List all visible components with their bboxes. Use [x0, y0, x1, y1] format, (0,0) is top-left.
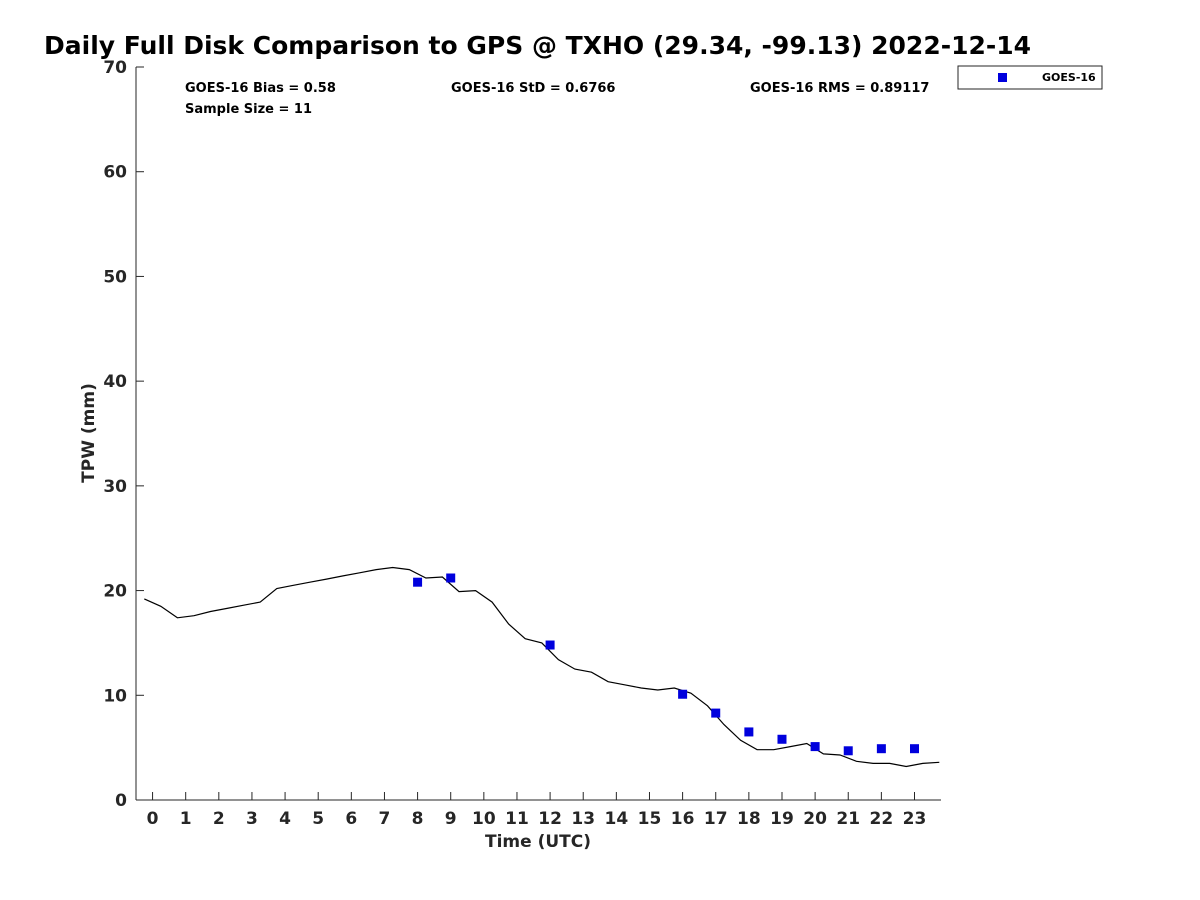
- x-tick-label: 4: [279, 809, 291, 829]
- x-tick-label: 22: [870, 809, 894, 829]
- goes16-point: [545, 640, 555, 650]
- x-tick-label: 16: [671, 809, 695, 829]
- goes16-point: [876, 744, 886, 754]
- y-ticks: 0 10 20 30 40 50 60 70: [103, 58, 144, 811]
- y-tick-label: 20: [103, 582, 127, 602]
- x-axis-label: Time (UTC): [485, 832, 591, 852]
- goes16-point: [843, 746, 853, 756]
- series-layer: [144, 566, 940, 768]
- goes16-point: [909, 744, 919, 754]
- y-tick-label: 0: [115, 791, 127, 811]
- x-tick-label: 11: [505, 809, 529, 829]
- x-tick-label: 20: [803, 809, 827, 829]
- goes16-point: [678, 689, 688, 699]
- x-tick-label: 1: [180, 809, 192, 829]
- chart-title: Daily Full Disk Comparison to GPS @ TXHO…: [44, 31, 1031, 60]
- x-tick-label: 5: [312, 809, 324, 829]
- x-tick-label: 19: [770, 809, 794, 829]
- goes16-point: [777, 734, 787, 744]
- y-tick-label: 10: [103, 686, 127, 706]
- x-tick-label: 17: [704, 809, 728, 829]
- legend-label: GOES-16: [1042, 71, 1096, 84]
- y-tick-label: 30: [103, 477, 127, 497]
- x-tick-label: 18: [737, 809, 761, 829]
- bias-stat: GOES-16 Bias = 0.58: [185, 81, 336, 96]
- goes16-point: [810, 742, 820, 752]
- x-tick-label: 6: [345, 809, 357, 829]
- std-stat: GOES-16 StD = 0.6766: [451, 81, 615, 96]
- legend: GOES-16: [957, 65, 1103, 90]
- legend-box: [957, 65, 1103, 90]
- x-tick-label: 2: [213, 809, 225, 829]
- y-tick-label: 60: [103, 163, 127, 183]
- goes16-point: [446, 573, 456, 583]
- x-tick-label: 23: [903, 809, 927, 829]
- rms-stat: GOES-16 RMS = 0.89117: [750, 81, 929, 96]
- goes16-point: [711, 708, 721, 718]
- x-tick-label: 15: [638, 809, 662, 829]
- sample-size-stat: Sample Size = 11: [185, 102, 312, 117]
- goes16-point: [413, 577, 423, 587]
- y-tick-label: 40: [103, 372, 127, 392]
- x-tick-label: 12: [538, 809, 562, 829]
- x-ticks: 0 1 2 3 4 5 6 7 8 9 10 11 12 13 14 15 16 17 18 19 20 21 22 23: [147, 792, 927, 829]
- x-tick-label: 7: [379, 809, 391, 829]
- goes16-point: [744, 727, 754, 737]
- y-tick-label: 70: [103, 58, 127, 78]
- x-tick-label: 8: [412, 809, 424, 829]
- x-tick-label: 3: [246, 809, 258, 829]
- gps-tpw-line: [144, 566, 940, 768]
- x-tick-label: 13: [571, 809, 595, 829]
- y-axis-label: TPW (mm): [79, 383, 99, 483]
- axes: [135, 67, 941, 801]
- x-tick-label: 21: [836, 809, 860, 829]
- legend-marker: [998, 73, 1007, 82]
- y-tick-label: 50: [103, 267, 127, 287]
- x-tick-label: 9: [445, 809, 457, 829]
- x-tick-label: 0: [147, 809, 159, 829]
- x-tick-label: 14: [605, 809, 629, 829]
- x-tick-label: 10: [472, 809, 496, 829]
